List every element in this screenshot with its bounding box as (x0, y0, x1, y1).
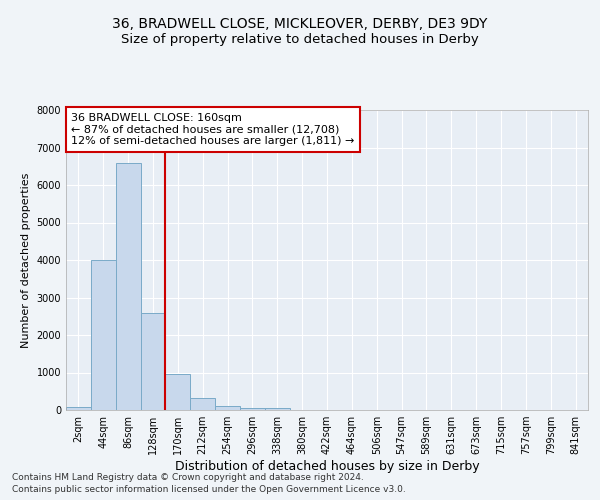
Text: Contains HM Land Registry data © Crown copyright and database right 2024.: Contains HM Land Registry data © Crown c… (12, 472, 364, 482)
Bar (91, 260, 116, 410)
Bar (140, 312, 166, 410)
Y-axis label: Number of detached properties: Number of detached properties (21, 172, 31, 348)
Bar (166, 374, 190, 410)
Bar (240, 408, 265, 410)
Bar (190, 398, 215, 410)
Text: 36 BRADWELL CLOSE: 160sqm
← 87% of detached houses are smaller (12,708)
12% of s: 36 BRADWELL CLOSE: 160sqm ← 87% of detac… (71, 113, 355, 146)
Text: 36, BRADWELL CLOSE, MICKLEOVER, DERBY, DE3 9DY: 36, BRADWELL CLOSE, MICKLEOVER, DERBY, D… (112, 18, 488, 32)
Bar (215, 406, 240, 410)
Text: Size of property relative to detached houses in Derby: Size of property relative to detached ho… (121, 32, 479, 46)
Text: Contains public sector information licensed under the Open Government Licence v3: Contains public sector information licen… (12, 485, 406, 494)
Bar (116, 162, 140, 410)
X-axis label: Distribution of detached houses by size in Derby: Distribution of detached houses by size … (175, 460, 479, 473)
Bar (66, 408, 91, 410)
Bar (265, 408, 290, 410)
